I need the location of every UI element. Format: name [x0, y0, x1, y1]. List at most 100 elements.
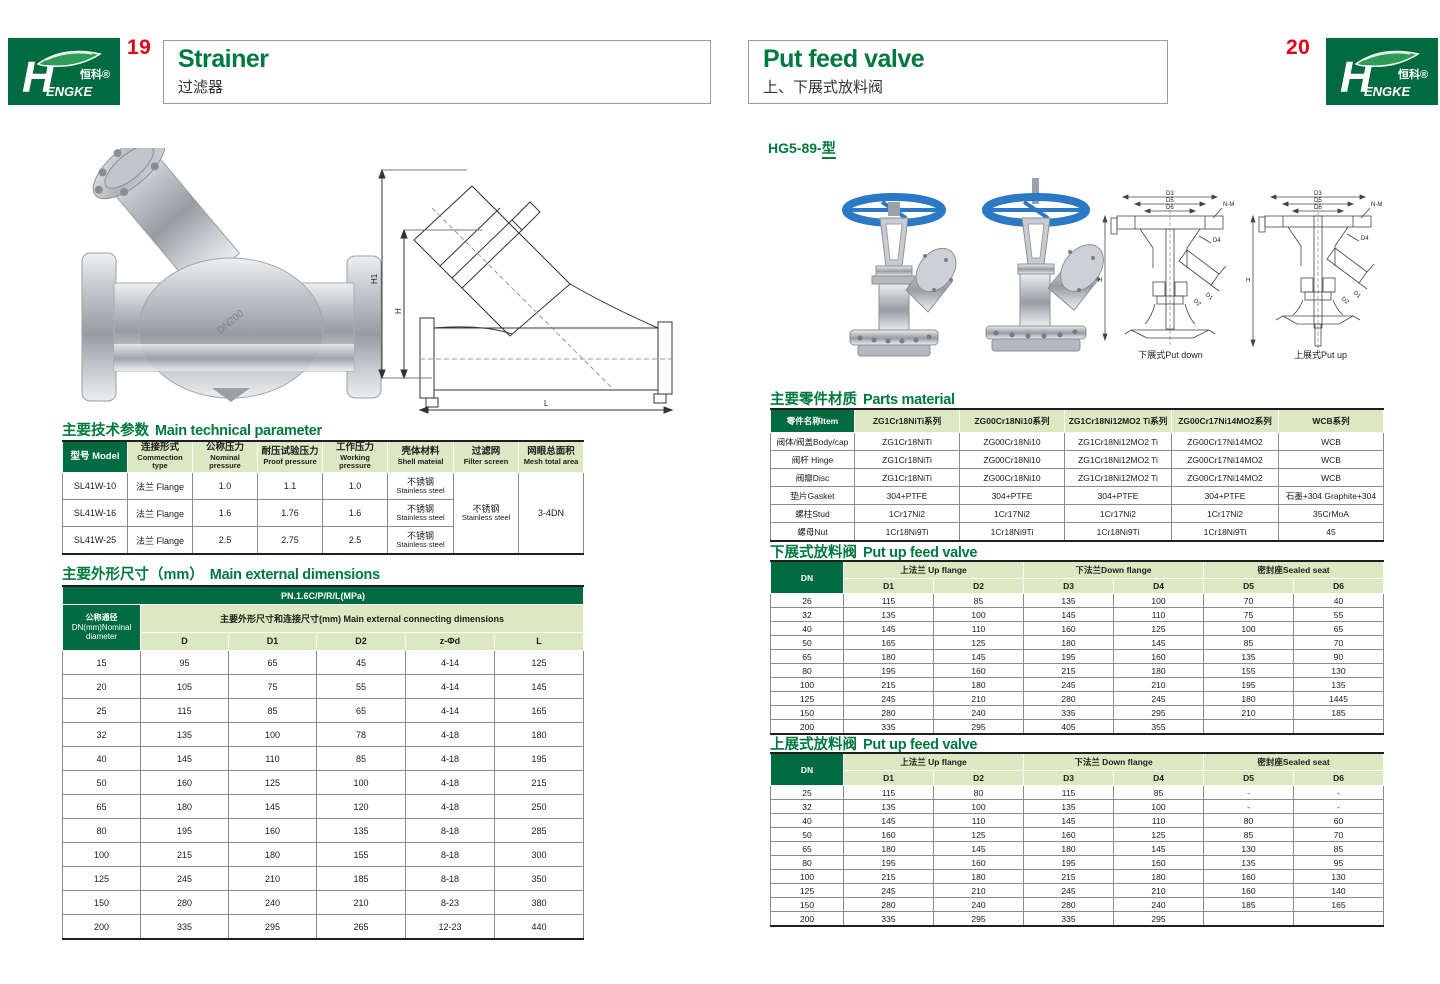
- table-cell: 75: [1203, 607, 1294, 622]
- table-cell: 20: [62, 674, 141, 699]
- column-header-en: Proof pressure: [263, 457, 317, 467]
- table-cell: ZG1Cr18Ni12MO2 Ti: [1064, 432, 1172, 451]
- table-cell: 125: [1113, 621, 1204, 636]
- table-body: 25 115 80 115 85- -32 135 100 135 100- -40 145 110 14…: [770, 785, 1385, 927]
- column-header: 壳体材料: [401, 446, 440, 458]
- column-header: D6: [1293, 770, 1385, 786]
- table-cell: 160: [1023, 621, 1114, 636]
- table-cell: ZG1Cr18Ni12MO2 Ti: [1064, 468, 1172, 487]
- table-cell: 55: [1293, 607, 1384, 622]
- dim-label-d2: D2: [1192, 298, 1202, 308]
- column-header-en: Shell mateial: [397, 457, 444, 467]
- dim-label-d1: D1: [1204, 292, 1214, 302]
- table-cell: 螺柱Stud: [770, 504, 855, 523]
- table-cell: 阀体/阀盖Body/cap: [770, 432, 855, 451]
- svg-text:恒科®: 恒科®: [1398, 67, 1428, 81]
- section-title-zh: 下展式放料阀: [770, 545, 857, 561]
- table-row: 200 335 295 265 12-23 440: [62, 914, 585, 940]
- table-cell: SL41W-10: [62, 472, 128, 500]
- table-cell: 4-18: [405, 746, 495, 771]
- table-cell: 165: [843, 635, 934, 650]
- valve-drawing-up: D3 D5 D6 N-M D4 D1 D2: [1243, 190, 1393, 355]
- section-title-zh: 主要零件材质: [770, 392, 857, 408]
- column-header: D1: [843, 770, 934, 786]
- page-number-right: 20: [1286, 36, 1311, 59]
- table-cell: -: [1203, 785, 1295, 800]
- table-cell: 法兰 Flange: [127, 472, 193, 500]
- table-row: 阀瓣Disc ZG1Cr18NiTi ZG00Cr18Ni10 ZG1Cr18Ni12…: [770, 468, 1384, 487]
- table-cell: 85: [228, 698, 317, 723]
- table-cell: 245: [1023, 677, 1114, 692]
- table-cell: 140: [1293, 883, 1385, 898]
- table-row: 40 145 110 145 110 80 60: [770, 813, 1385, 828]
- valve-photo-down: [822, 182, 962, 369]
- table-cell: 1.76: [257, 499, 323, 527]
- table-cell: 130: [1293, 869, 1385, 884]
- table-cell: WCB: [1278, 450, 1384, 469]
- logo-leaf-icon: [1354, 50, 1420, 67]
- table-cell: 85: [1112, 785, 1205, 800]
- table-body: 26 115 85 135 100 70 40 32 135 100 145 110 75 55 40 145…: [770, 593, 1384, 735]
- table-cell: 200: [770, 719, 844, 735]
- section-title-tech-params: 主要技术参数 Main technical parameter: [62, 419, 322, 440]
- table-cell: 240: [933, 897, 1024, 912]
- column-header: WCB系列: [1278, 408, 1384, 433]
- table-cell: 100: [228, 722, 317, 747]
- table-cell: WCB: [1278, 432, 1384, 451]
- table-cell: 1Cr17Ni2: [1171, 504, 1279, 523]
- table-row: 15 95 65 45 4-14 125: [62, 650, 585, 675]
- table-cell: 不锈钢 Stainless steel: [387, 472, 454, 500]
- table-cell: 195: [1023, 649, 1114, 664]
- table-cell: 210: [1203, 705, 1294, 720]
- column-header: D2: [933, 770, 1024, 786]
- table-cell: 40: [770, 813, 844, 828]
- table-cell: 70: [1203, 593, 1294, 608]
- table-cell: 355: [1113, 719, 1204, 735]
- column-header-en: Nominal pressure: [209, 453, 241, 471]
- column-header: D3: [1023, 770, 1114, 786]
- table-row: 150 280 240 335 295 210 185: [770, 705, 1384, 720]
- table-cell: 25: [62, 698, 141, 723]
- group-header-up-flange: 上法兰 Up flange: [843, 752, 1024, 771]
- table-cell: 125: [62, 866, 141, 891]
- dim-label-nm: N-M: [1223, 202, 1234, 208]
- column-header: 耐压试验压力: [261, 446, 319, 458]
- dim-label-d6: D6: [1166, 205, 1174, 211]
- table-cell: 304+PTFE: [959, 486, 1065, 505]
- table-cell: 145: [228, 794, 317, 819]
- table-cell: 4-14: [405, 674, 495, 699]
- table-cell: 295: [1112, 911, 1205, 927]
- table-cell: 135: [843, 607, 934, 622]
- table-cell: 165: [493, 698, 585, 723]
- table-cell: 180: [140, 794, 229, 819]
- table-cell: 180: [843, 649, 934, 664]
- hengke-logo-icon: H 恒科® ENGKE: [1326, 38, 1438, 105]
- dim-label-d3: D3: [1166, 191, 1174, 197]
- table-cell: 125: [770, 883, 844, 898]
- table-cell: 65: [770, 649, 844, 664]
- table-cell: 85: [1203, 827, 1295, 842]
- table-cell: WCB: [1278, 468, 1384, 487]
- table-cell: 180: [1023, 841, 1114, 856]
- table-cell: 95: [1293, 855, 1385, 870]
- table-cell: 2.5: [192, 526, 258, 555]
- table-cell: 304+PTFE: [1064, 486, 1172, 505]
- table-cell: SL41W-25: [62, 526, 128, 555]
- pn-rating-header: PN.1.6C/P/R/L(MPa): [61, 585, 585, 605]
- group-header-up-flange: 上法兰 Up flange: [843, 560, 1024, 579]
- table-cell: 145: [933, 649, 1024, 664]
- table-cell: 100: [770, 869, 844, 884]
- column-header: D1: [228, 631, 317, 652]
- table-cell: 125: [770, 691, 844, 706]
- table-cell: 335: [140, 914, 229, 940]
- table-cell: 130: [1293, 663, 1384, 678]
- column-header: D2: [933, 578, 1024, 594]
- table-cell: ZG00Cr17Ni14MO2: [1171, 450, 1279, 469]
- table-cell: -: [1203, 799, 1295, 814]
- column-header: D: [140, 631, 229, 652]
- table-cell: 1Cr18Ni9Ti: [1171, 522, 1279, 542]
- table-cell: 280: [1023, 897, 1114, 912]
- table-cell: 90: [1293, 649, 1384, 664]
- table-cell: 210: [1113, 677, 1204, 692]
- table-cell: 195: [140, 818, 229, 843]
